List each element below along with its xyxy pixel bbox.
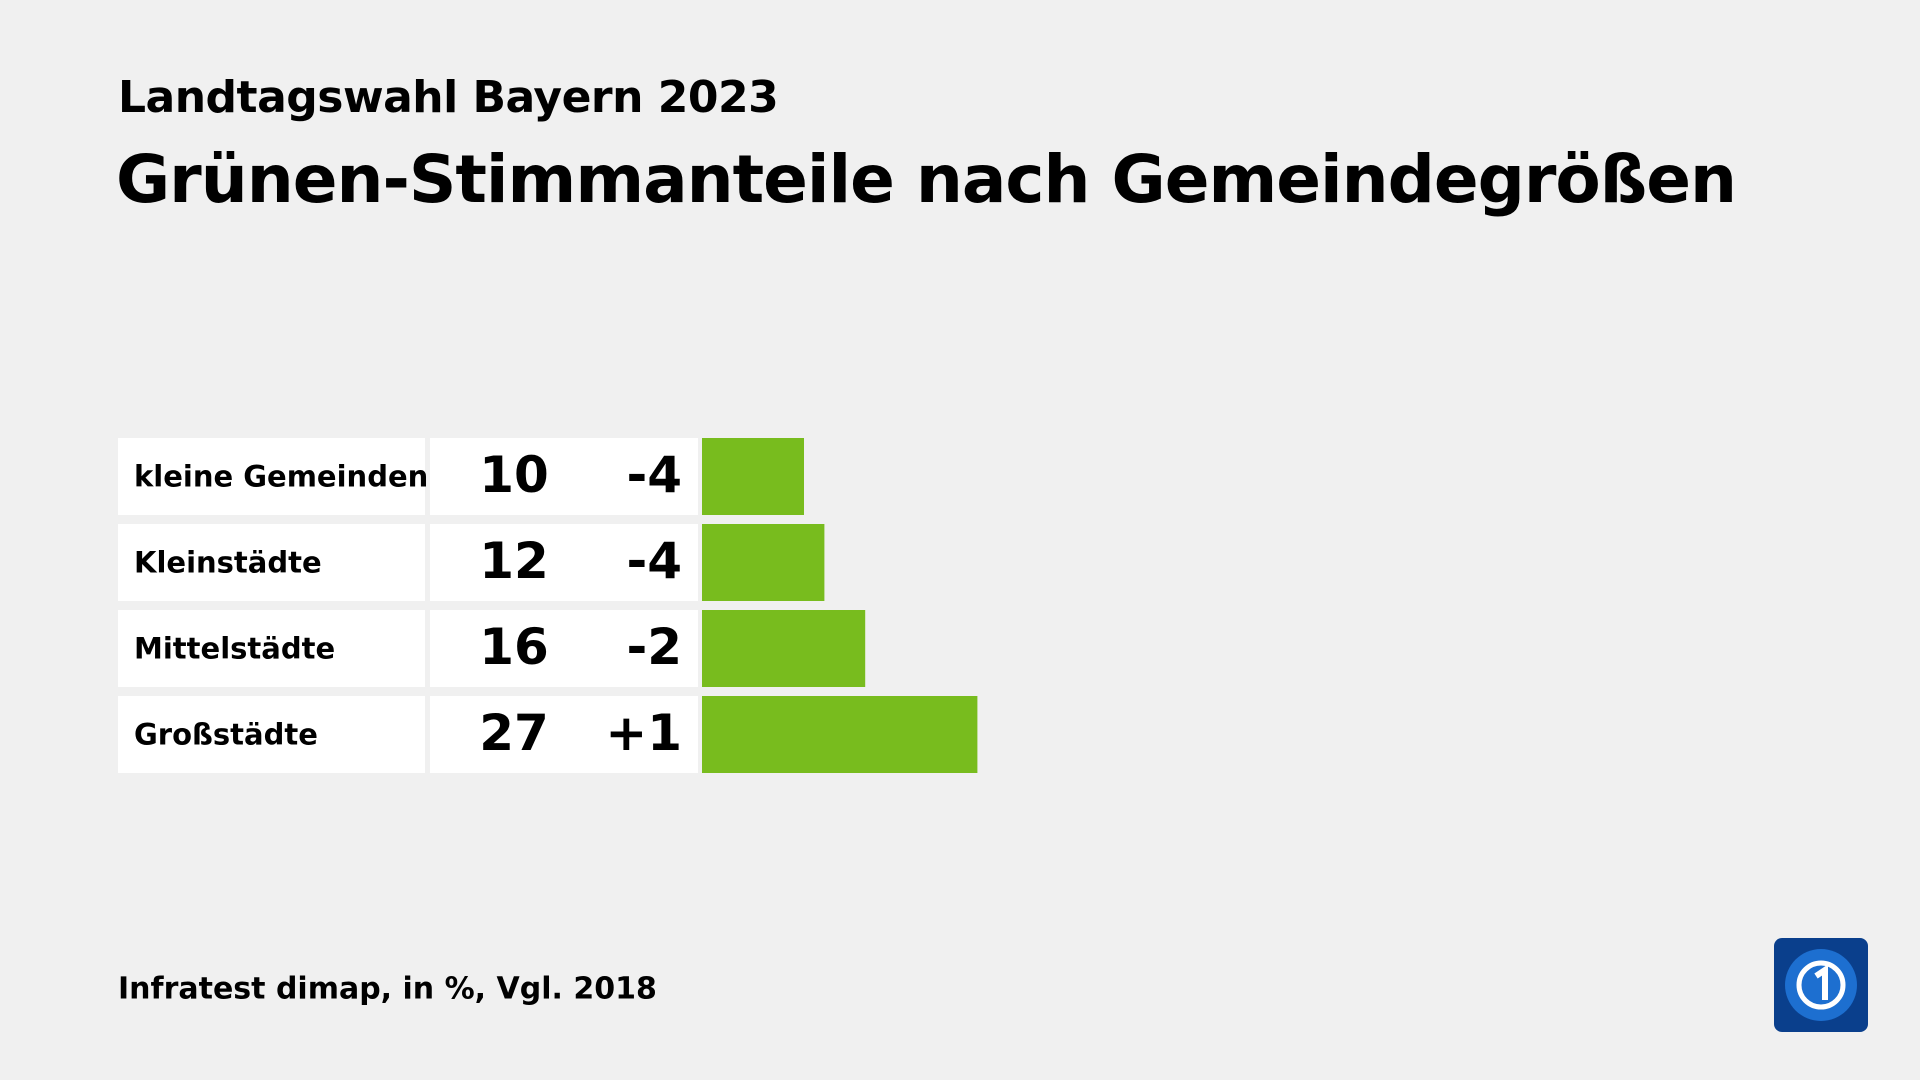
value-label: 12 xyxy=(479,532,549,590)
category-label: Mittelstädte xyxy=(134,632,335,666)
value-label: 10 xyxy=(479,446,549,504)
change-label: -2 xyxy=(626,618,682,676)
broadcaster-logo xyxy=(1774,938,1868,1032)
value-cell xyxy=(430,696,698,773)
logo-one xyxy=(1814,964,1828,1000)
bar xyxy=(702,610,866,687)
change-label: -4 xyxy=(626,446,682,504)
chart-subtitle: Landtagswahl Bayern 2023 xyxy=(118,72,778,123)
logo-globe xyxy=(1785,949,1857,1021)
bar xyxy=(702,524,825,601)
bar xyxy=(702,696,978,773)
value-label: 16 xyxy=(479,618,549,676)
logo-ring xyxy=(1796,960,1846,1010)
label-cell xyxy=(118,696,425,773)
category-label: Kleinstädte xyxy=(134,546,322,580)
label-cell xyxy=(118,610,425,687)
bar xyxy=(702,438,804,515)
value-cell xyxy=(430,524,698,601)
source-note: Infratest dimap, in %, Vgl. 2018 xyxy=(118,972,657,1007)
value-label: 27 xyxy=(479,704,549,762)
label-cell xyxy=(118,438,425,515)
change-label: -4 xyxy=(626,532,682,590)
category-label: kleine Gemeinden xyxy=(134,460,428,494)
chart-title: Grünen-Stimmanteile nach Gemeindegrößen xyxy=(116,141,1736,218)
value-cell xyxy=(430,438,698,515)
category-label: Großstädte xyxy=(134,718,318,752)
label-cell xyxy=(118,524,425,601)
value-cell xyxy=(430,610,698,687)
change-label: +1 xyxy=(605,704,682,762)
